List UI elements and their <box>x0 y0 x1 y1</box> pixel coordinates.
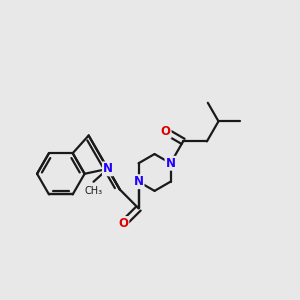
Text: N: N <box>103 162 113 175</box>
Text: CH₃: CH₃ <box>84 186 103 196</box>
Text: N: N <box>166 157 176 170</box>
Text: O: O <box>118 217 128 230</box>
Text: N: N <box>134 175 144 188</box>
Text: O: O <box>160 125 171 138</box>
